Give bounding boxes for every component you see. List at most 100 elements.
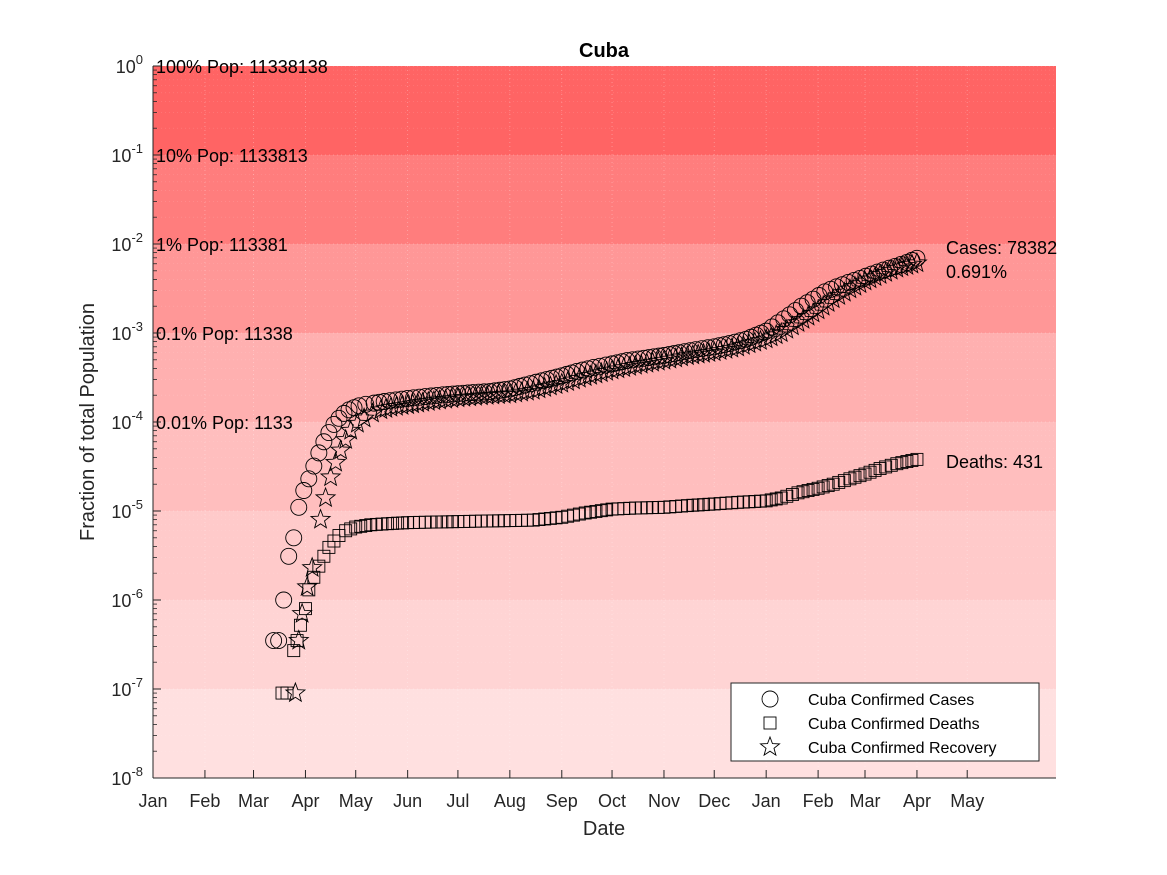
data-point-star (715, 338, 737, 359)
data-point-star (319, 465, 342, 487)
data-point-circle (275, 591, 293, 609)
data-point-square (900, 455, 914, 468)
chart-title: Cuba (579, 40, 630, 62)
x-tick-label: Apr (291, 791, 319, 811)
y-axis-label: Fraction of total Population (77, 303, 99, 541)
data-point-square (600, 503, 614, 517)
data-point-star (630, 353, 652, 374)
legend-marker-star (759, 735, 781, 757)
data-point-star (721, 337, 743, 358)
data-point-square (339, 524, 353, 538)
data-point-square (811, 481, 825, 495)
data-series (265, 249, 928, 703)
data-point-star (613, 356, 635, 378)
data-point-star (301, 556, 323, 577)
y-tick-label: 100 (116, 52, 143, 77)
data-point-star (391, 394, 413, 416)
x-tick-label: May (950, 791, 984, 811)
data-point-square (868, 463, 882, 477)
series-star (284, 251, 928, 703)
data-point-square (848, 470, 862, 484)
data-point-square (816, 480, 830, 494)
data-point-square (589, 504, 603, 518)
y-tick-label: 10-3 (111, 319, 143, 344)
data-point-square (796, 485, 810, 499)
data-point-star (284, 681, 307, 703)
x-tick-label: Feb (189, 791, 220, 811)
data-point-star (659, 348, 681, 369)
population-band-labels: 100% Pop: 11338138 10% Pop: 1133813 1% Pop… (156, 57, 328, 433)
data-point-star (339, 419, 362, 440)
x-tick-label: Jul (446, 791, 469, 811)
data-point-square (759, 494, 773, 508)
data-point-circle (320, 424, 338, 442)
population-band-label: 0.1% Pop: 11338 (156, 324, 293, 344)
y-tick-label: 10-7 (111, 675, 143, 700)
x-axis-label: Date (583, 818, 625, 840)
data-point-star (556, 370, 579, 392)
data-point-star (653, 349, 675, 370)
population-band (153, 155, 1056, 244)
population-band (153, 66, 1056, 155)
data-point-circle (295, 482, 313, 499)
data-point-star (664, 347, 687, 368)
data-point-star (607, 357, 629, 379)
data-point-circle (330, 409, 348, 427)
data-point-circle (310, 444, 328, 462)
population-band-label: 1% Pop: 113381 (156, 235, 288, 255)
data-point-star (291, 602, 313, 623)
y-tick-label: 10-5 (111, 497, 143, 522)
axes (152, 65, 1056, 779)
data-point-star (499, 382, 521, 404)
data-point-star (601, 359, 623, 380)
data-point-square (806, 482, 820, 496)
data-point-star (458, 385, 481, 407)
data-point-star (647, 350, 670, 371)
population-band (153, 422, 1056, 511)
y-tick-label: 10-2 (111, 230, 143, 255)
data-point-star (309, 508, 332, 529)
data-point-circle (265, 632, 283, 650)
data-point-circle (305, 457, 323, 475)
data-point-star (353, 407, 375, 428)
data-point-star (447, 386, 469, 408)
data-point-circle (280, 547, 298, 565)
x-tick-label: Apr (903, 791, 931, 811)
x-tick-label: Dec (698, 791, 730, 811)
population-band (153, 244, 1056, 333)
data-point-star (839, 277, 861, 299)
data-point-square (858, 467, 872, 481)
cases-annotation: Cases: 78382 (946, 238, 1057, 258)
data-point-star (296, 575, 318, 597)
legend: Cuba Confirmed Cases Cuba Confirmed Death… (730, 682, 1040, 762)
data-point-square (317, 549, 331, 563)
data-point-square (578, 506, 592, 520)
x-tick-label: Oct (598, 791, 626, 811)
legend-entry-label: Cuba Confirmed Recovery (808, 740, 997, 757)
tick-labels: 10-8 10-7 10-6 10-5 10-4 10-3 10-2 10-1 100 Jan Fe… (111, 52, 984, 811)
data-point-circle (300, 470, 318, 488)
data-point-star (434, 388, 457, 409)
data-point-circle (325, 415, 343, 433)
x-tick-label: Jan (138, 791, 167, 811)
data-point-star (411, 391, 434, 412)
cases-percent-annotation: 0.691% (946, 262, 1007, 282)
data-point-circle (591, 357, 609, 375)
data-point-square (863, 465, 877, 479)
data-point-star (493, 383, 515, 404)
x-tick-label: Nov (648, 791, 680, 811)
data-point-star (380, 396, 402, 417)
data-point-star (624, 354, 647, 375)
data-point-square (843, 472, 857, 486)
x-tick-label: Aug (494, 791, 526, 811)
data-point-square (764, 493, 778, 507)
data-point-circle (285, 529, 303, 547)
data-point-square (332, 529, 346, 542)
data-point-square (801, 484, 815, 498)
data-point-star (618, 355, 641, 376)
data-point-circle (908, 249, 926, 267)
data-point-square (791, 486, 805, 500)
data-point-star (709, 339, 731, 361)
data-point-star (516, 380, 539, 401)
data-point-star (314, 486, 337, 508)
